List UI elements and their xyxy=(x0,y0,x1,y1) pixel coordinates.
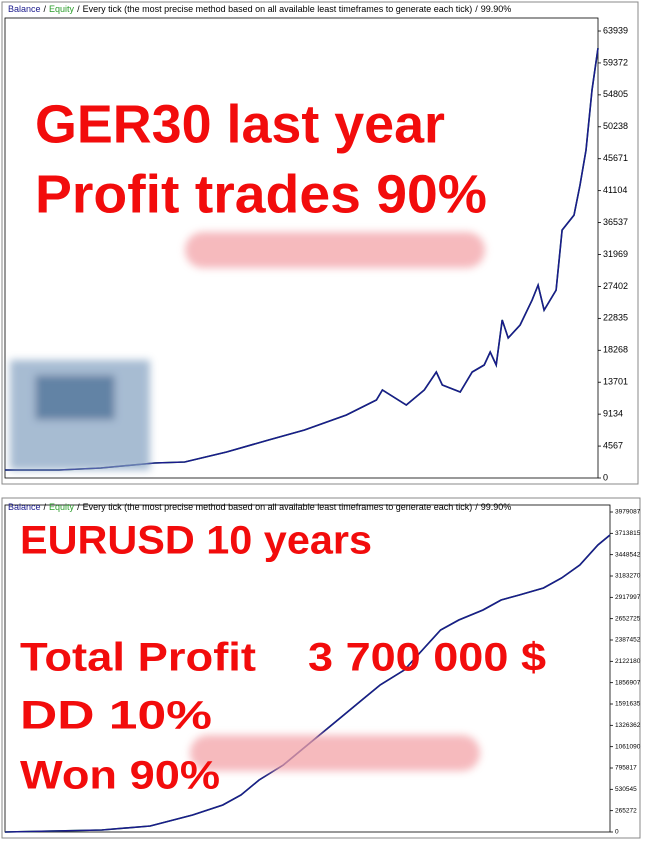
y-tick-label: 9134 xyxy=(603,409,623,419)
legend-equity: Equity xyxy=(49,4,75,14)
test-mode: Every tick (the most precise method base… xyxy=(83,502,473,512)
y-tick-label: 36537 xyxy=(603,217,628,227)
legend-balance: Balance xyxy=(8,502,41,512)
series-line xyxy=(4,534,611,833)
y-tick-label: 530545 xyxy=(615,786,637,793)
y-tick-label: 3183270 xyxy=(615,573,641,580)
header: Balance / Equity / Every tick (the most prec… xyxy=(8,4,511,14)
y-tick-label: 795817 xyxy=(615,765,637,772)
annotation: GER30 last year xyxy=(35,94,445,154)
header: Balance / Equity / Every tick (the most prec… xyxy=(8,502,511,512)
y-tick-label: 22835 xyxy=(603,313,628,323)
y-tick-label: 1326362 xyxy=(615,722,641,729)
y-tick-label: 45671 xyxy=(603,153,628,163)
separator: / xyxy=(44,502,47,512)
annotation: Profit trades 90% xyxy=(35,164,487,224)
y-tick-label: 2387452 xyxy=(615,637,641,644)
annotation: 3 700 000 $ xyxy=(308,636,546,680)
y-tick-label: 2122180 xyxy=(615,658,641,665)
y-tick-label: 41104 xyxy=(603,185,627,195)
y-tick-label: 3979087 xyxy=(615,509,641,516)
y-tick-label: 63939 xyxy=(603,25,628,35)
y-tick-label: 0 xyxy=(603,472,608,482)
separator: / xyxy=(77,502,80,512)
test-mode: Every tick (the most precise method base… xyxy=(83,4,473,14)
separator: / xyxy=(475,4,478,14)
modelling-quality: 99.90% xyxy=(481,502,512,512)
legend-equity: Equity xyxy=(49,502,75,512)
y-tick-label: 50238 xyxy=(603,121,628,131)
annotation: DD 10% xyxy=(20,694,212,738)
plot-frame xyxy=(4,504,611,833)
annotation: Total Profit xyxy=(20,636,256,680)
y-tick-label: 31969 xyxy=(603,249,628,259)
y-tick-label: 3448542 xyxy=(615,551,641,558)
y-tick-label: 18268 xyxy=(603,345,628,355)
separator: / xyxy=(475,502,478,512)
y-tick-label: 3713815 xyxy=(615,530,641,537)
y-tick-label: 1061090 xyxy=(615,743,641,750)
y-tick-label: 1856907 xyxy=(615,679,641,686)
separator: / xyxy=(44,4,47,14)
y-tick-label: 13701 xyxy=(603,377,628,387)
y-tick-label: 4567 xyxy=(603,440,623,450)
separator: / xyxy=(77,4,80,14)
annotation: Won 90% xyxy=(20,754,220,798)
y-tick-label: 2917997 xyxy=(615,594,641,601)
y-tick-label: 27402 xyxy=(603,281,628,291)
y-tick-label: 265272 xyxy=(615,807,637,814)
y-tick-label: 2652725 xyxy=(615,615,641,622)
y-tick-label: 54805 xyxy=(603,89,628,99)
annotation: EURUSD 10 years xyxy=(20,519,372,563)
series-line xyxy=(5,47,599,471)
y-tick-label: 1591635 xyxy=(615,701,641,708)
blurred-watermark xyxy=(10,232,485,771)
y-tick-label: 59372 xyxy=(603,57,628,67)
modelling-quality: 99.90% xyxy=(481,4,512,14)
legend-balance: Balance xyxy=(8,4,41,14)
y-tick-label: 0 xyxy=(615,829,619,836)
